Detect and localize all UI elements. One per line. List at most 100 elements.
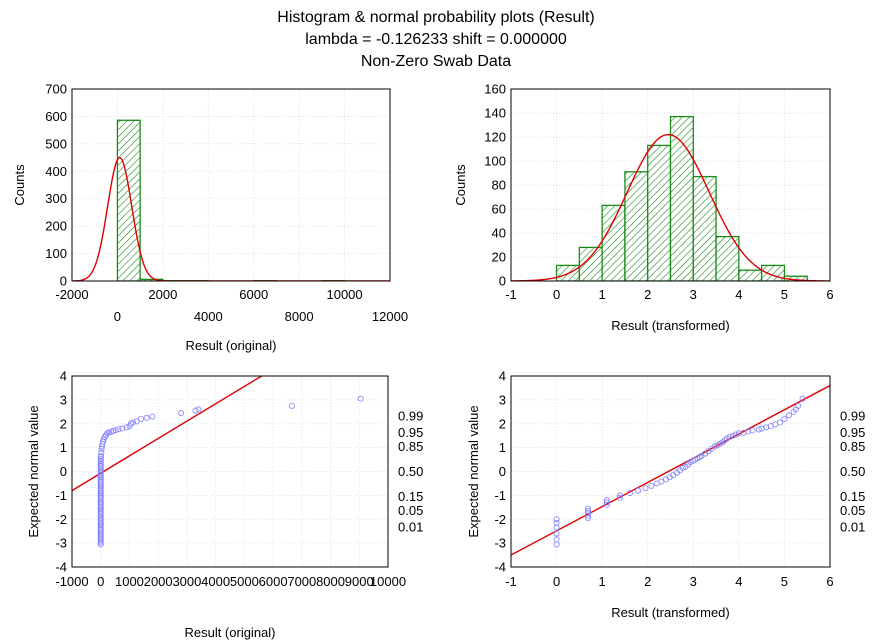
data-point [192,407,199,414]
x-tick-label: 5 [781,287,788,302]
data-point [112,427,119,434]
normal-fit-line [511,384,830,556]
x-tick-label: 5000 [230,574,259,589]
x-tick-label: 0 [553,574,560,589]
probability-tick-label: 0.85 [840,439,865,454]
data-point [129,419,136,426]
data-point [553,536,560,543]
data-point [585,510,592,517]
title-line-3: Non-Zero Swab Data [361,53,511,70]
data-point [781,415,788,422]
data-point [603,499,610,506]
plot-frame [71,375,389,568]
data-point [97,455,104,462]
y-tick-label: 160 [484,82,506,97]
data-point [119,425,126,432]
data-point [696,454,703,461]
probability-tick-label: 0.01 [840,520,865,535]
data-point [288,402,295,409]
data-point [726,433,733,440]
x-tick-label: 3000 [172,574,201,589]
data-point [635,487,642,494]
x-tick-label: 3 [690,574,697,589]
data-point [178,410,185,417]
x-axis-label: Result (original) [184,625,275,640]
x-tick-label: 2000 [148,287,177,302]
data-point [585,512,592,519]
data-point [679,464,686,471]
x-tick-label: 0 [114,309,121,324]
y-tick-label: 80 [492,178,506,193]
x-tick-label: 0 [553,287,560,302]
x-tick-label: 4000 [201,574,230,589]
x-tick-label: -1000 [55,574,88,589]
y-tick-label: 0 [499,274,506,289]
x-axis-label: Result (transformed) [611,605,729,620]
probability-tick-label: 0.99 [840,408,865,423]
data-point [357,395,364,402]
y-tick-label: 2 [60,416,67,431]
probability-tick-label: 0.50 [840,464,865,479]
histogram-bar [760,264,786,281]
x-tick-label: 6 [826,287,833,302]
plot-area [72,119,390,281]
plot-area [72,376,364,548]
data-point [123,424,130,431]
histogram-bar [647,144,672,281]
data-point [143,414,150,421]
probability-tick-label: 0.50 [398,464,423,479]
histogram-bar [116,119,141,281]
y-tick-label: -4 [55,560,67,575]
histogram-bar [692,175,717,281]
probability-tick-label: 0.05 [398,503,423,518]
y-axis-label: Expected normal value [26,405,41,537]
x-tick-label: 9000 [345,574,374,589]
normal-fit-curve [72,156,390,281]
x-tick-label: 6 [826,574,833,589]
title-line-1: Histogram & normal probability plots (Re… [277,9,594,26]
y-tick-label: 3 [60,392,67,407]
data-point [687,458,694,465]
y-tick-label: 2 [499,416,506,431]
data-point [553,530,560,537]
x-tick-label: 8000 [316,574,345,589]
data-point [755,426,762,433]
data-point [110,427,117,434]
data-point [585,515,592,522]
y-tick-label: -3 [494,536,506,551]
data-point [98,452,105,459]
y-tick-label: -4 [494,560,506,575]
y-tick-label: -2 [55,512,67,527]
histogram-bar [738,269,763,281]
data-point [616,492,623,499]
plot-frame [71,88,391,282]
y-tick-label: 100 [45,246,67,261]
plot-area [511,115,830,281]
plot-area [511,384,830,556]
x-tick-label: 8000 [285,309,314,324]
y-tick-label: -3 [55,536,67,551]
data-point [744,428,751,435]
probability-tick-label: 0.95 [840,425,865,440]
data-point [785,412,792,419]
y-tick-label: 400 [45,164,67,179]
plot-frame [510,88,831,282]
x-tick-label: -2000 [55,287,88,302]
x-tick-label: 3 [690,287,697,302]
x-tick-label: 6000 [239,287,268,302]
x-tick-label: 1000 [115,574,144,589]
y-tick-label: 700 [45,82,67,97]
x-tick-label: 0 [97,574,104,589]
data-point [732,431,739,438]
normal-fit-curve [511,133,830,281]
y-tick-label: 500 [45,136,67,151]
x-axis-label: Result (original) [185,338,276,353]
data-point [711,443,718,450]
y-tick-label: 0 [60,274,67,289]
probability-tick-label: 0.85 [398,439,423,454]
y-tick-label: -1 [55,488,67,503]
y-tick-label: 100 [484,154,506,169]
data-point [585,507,592,514]
plot-frame [510,375,831,568]
